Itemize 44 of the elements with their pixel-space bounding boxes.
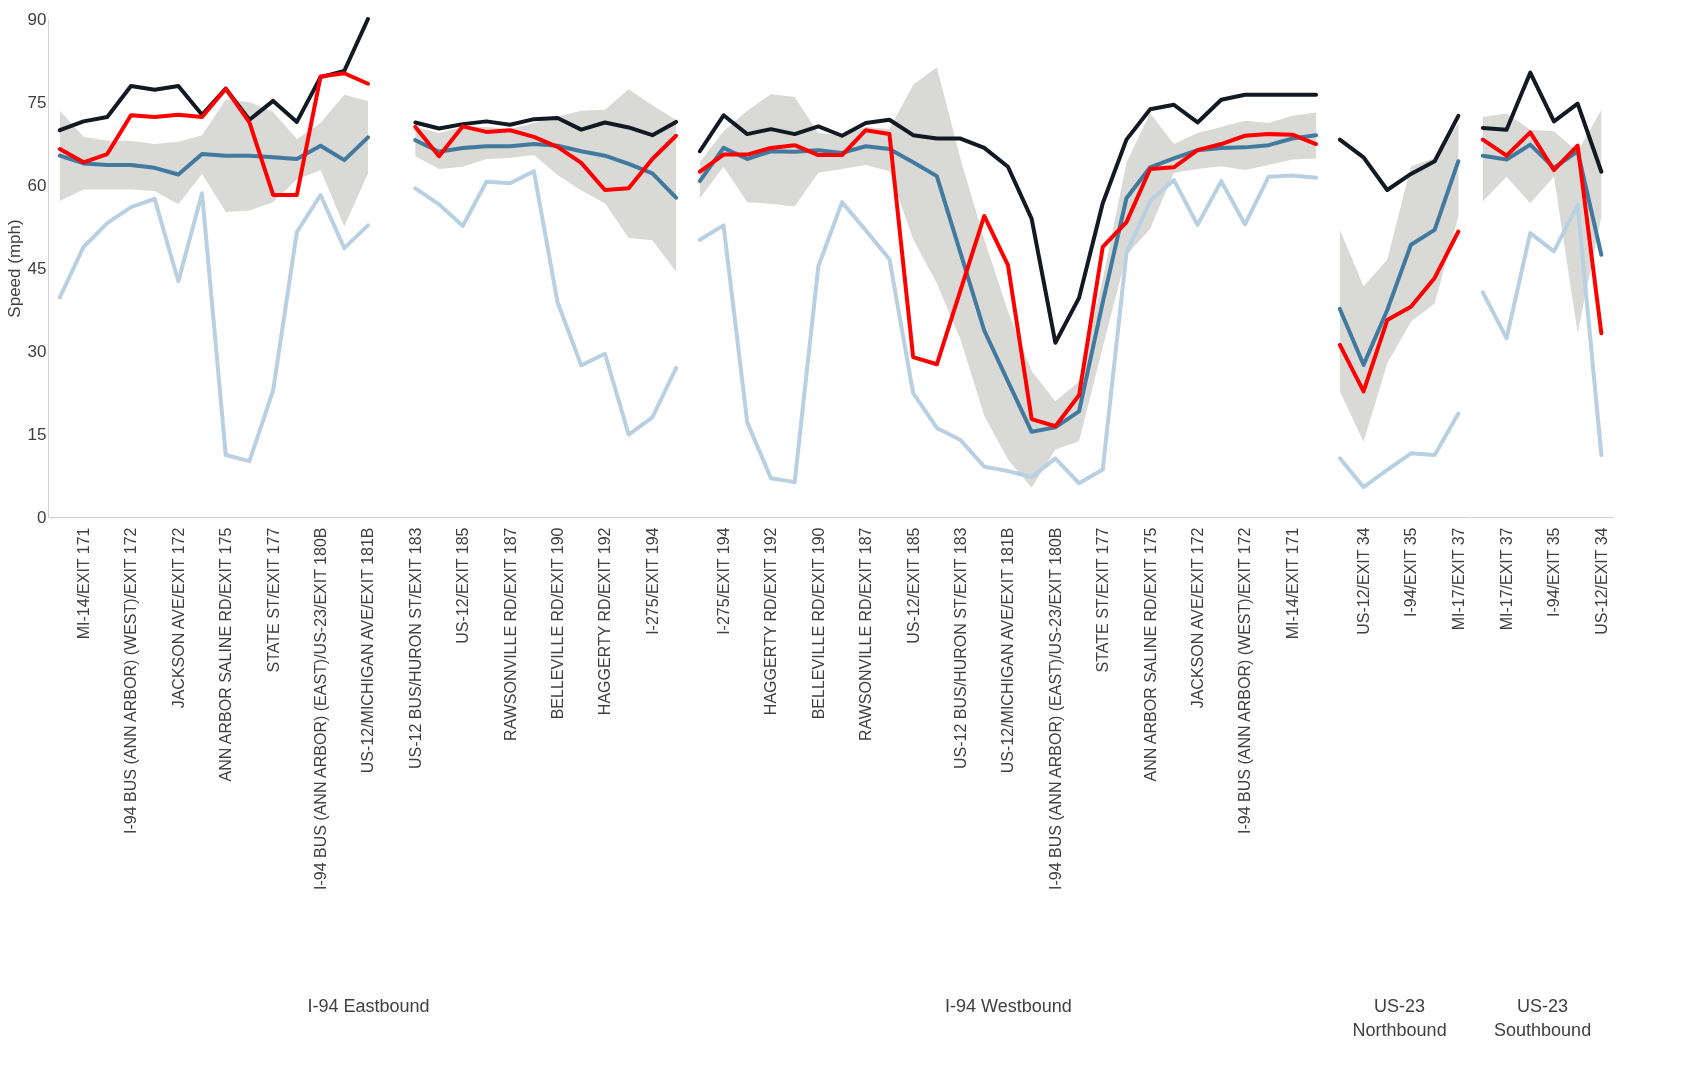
x-axis-title: US-23 Southbound xyxy=(1494,995,1592,1040)
x-tick-label: RAWSONVILLE RD/EXIT 187 xyxy=(857,527,875,741)
y-tick-label: 45 xyxy=(27,258,47,278)
x-tick-label: US-12/EXIT 34 xyxy=(1592,527,1610,635)
x-axis-title: I-94 Eastbound xyxy=(307,995,430,1016)
x-tick-label: MI-14/EXIT 171 xyxy=(1283,527,1301,640)
x-tick-label: HAGGERTY RD/EXIT 192 xyxy=(762,527,780,716)
x-tick-label: I-94 BUS (ANN ARBOR) (EAST)/US-23/EXIT 180B xyxy=(312,527,330,890)
x-axis-title: US-23 Northbound xyxy=(1352,995,1447,1040)
x-tick-label: I-94/EXIT 35 xyxy=(1545,527,1563,618)
y-tick-label: 30 xyxy=(27,341,47,361)
x-tick-label: JACKSON AVE/EXIT 172 xyxy=(169,527,187,709)
x-tick-label: US-12 BUS/HURON ST/EXIT 183 xyxy=(406,527,424,770)
y-tick-label: 0 xyxy=(37,507,47,527)
x-tick-label: BELLEVILLE RD/EXIT 190 xyxy=(809,527,827,720)
x-axis-title: I-94 Westbound xyxy=(945,995,1072,1016)
x-tick-label: STATE ST/EXIT 177 xyxy=(264,527,282,673)
y-tick-label: 60 xyxy=(27,175,47,195)
y-tick-label: 90 xyxy=(27,9,47,29)
x-tick-label: MI-17/EXIT 37 xyxy=(1498,527,1516,631)
x-tick-label: US-12/EXIT 185 xyxy=(904,527,922,644)
x-tick-label: JACKSON AVE/EXIT 172 xyxy=(1189,527,1207,709)
x-tick-label: I-94 BUS (ANN ARBOR) (WEST)/EXIT 172 xyxy=(122,527,140,834)
x-tick-label: ANN ARBOR SALINE RD/EXIT 175 xyxy=(217,527,235,782)
x-tick-label: I-275/EXIT 194 xyxy=(715,527,733,635)
y-tick-label: 75 xyxy=(27,92,47,112)
x-tick-label: BELLEVILLE RD/EXIT 190 xyxy=(549,527,567,720)
y-axis-title: Speed (mph) xyxy=(4,219,24,318)
x-tick-label: STATE ST/EXIT 177 xyxy=(1094,527,1112,673)
x-tick-label: I-94/EXIT 35 xyxy=(1402,527,1420,618)
x-tick-label: I-94 BUS (ANN ARBOR) (WEST)/EXIT 172 xyxy=(1236,527,1254,834)
y-tick-label: 15 xyxy=(27,424,47,444)
x-tick-label: US-12 BUS/HURON ST/EXIT 183 xyxy=(952,527,970,770)
x-tick-label: US-12/EXIT 34 xyxy=(1355,527,1373,635)
x-tick-label: US-12/EXIT 185 xyxy=(454,527,472,644)
x-tick-label: ANN ARBOR SALINE RD/EXIT 175 xyxy=(1141,527,1159,782)
x-tick-label: MI-14/EXIT 171 xyxy=(75,527,93,640)
x-tick-label: US-12/MICHIGAN AVE/EXIT 181B xyxy=(999,527,1017,774)
x-tick-label: US-12/MICHIGAN AVE/EXIT 181B xyxy=(359,527,377,774)
x-tick-label: RAWSONVILLE RD/EXIT 187 xyxy=(501,527,519,741)
x-tick-label: I-94 BUS (ANN ARBOR) (EAST)/US-23/EXIT 180B xyxy=(1046,527,1064,890)
x-tick-label: MI-17/EXIT 37 xyxy=(1449,527,1467,631)
x-tick-label: I-275/EXIT 194 xyxy=(643,527,661,635)
x-tick-label: HAGGERTY RD/EXIT 192 xyxy=(596,527,614,716)
